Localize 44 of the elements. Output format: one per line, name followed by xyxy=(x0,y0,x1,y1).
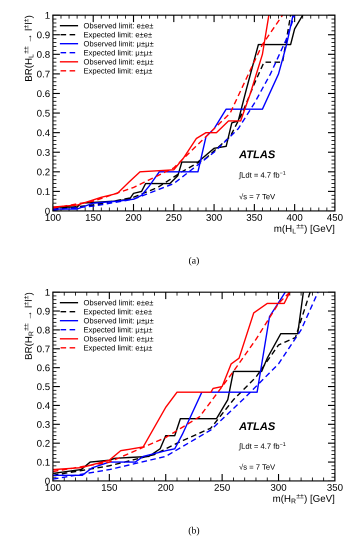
y-tick-label: 0.1 xyxy=(37,458,50,466)
x-tick-label: 150 xyxy=(86,214,101,221)
y-tick-label: 0.1 xyxy=(37,188,50,196)
y-tick-label: 0.6 xyxy=(37,90,50,98)
x-tick-label: 350 xyxy=(327,484,343,491)
text: (a) xyxy=(188,256,199,266)
y-tick-label: 0.8 xyxy=(37,326,50,334)
y-tick-label: 0.9 xyxy=(37,308,50,315)
annotation: ATLAS xyxy=(238,150,276,158)
x-tick-label: 100 xyxy=(46,484,61,491)
x-tick-label: 250 xyxy=(166,214,182,221)
y-tick-label: 0 xyxy=(45,478,50,485)
y-tick-label: 0.7 xyxy=(37,346,50,352)
x-tick-label: 200 xyxy=(126,214,142,221)
y-axis-title: BR(H$_{R}$$^{±±}$ → l$^{±}$l$^{±}$) xyxy=(24,292,34,360)
annotation: ATLAS xyxy=(238,422,276,430)
y-tick-label: 0.5 xyxy=(37,110,50,117)
y-tick-label: 0.3 xyxy=(37,148,50,156)
x-tick-label: 400 xyxy=(286,214,302,221)
x-tick-label: 200 xyxy=(158,484,174,491)
x-tick-label: 250 xyxy=(214,484,230,491)
y-tick-label: 0.3 xyxy=(37,421,50,428)
x-tick-label: 450 xyxy=(327,214,343,221)
x-axis-title: m(H$_{L}$$^{±±}$) [GeV] xyxy=(274,224,334,234)
y-tick-label: 0.4 xyxy=(37,402,50,410)
y-tick-label: 0.7 xyxy=(37,70,50,78)
y-axis-title: BR(H$_{L}$$^{±±}$ → l$^{±}$l$^{±}$) xyxy=(24,16,34,81)
y-tick-label: 0.4 xyxy=(37,129,50,136)
x-axis-title: m(H$_{R}$$^{±±}$) [GeV] xyxy=(273,494,334,504)
y-tick-label: 1 xyxy=(45,288,50,296)
text: (b) xyxy=(188,526,200,536)
y-tick-label: 0.2 xyxy=(37,440,50,447)
x-tick-label: 300 xyxy=(270,484,286,491)
y-tick-label: 0.6 xyxy=(37,364,50,372)
y-tick-label: 1 xyxy=(45,12,50,19)
x-tick-label: 300 xyxy=(206,214,222,221)
y-tick-label: 0.5 xyxy=(37,383,50,390)
y-tick-label: 0.9 xyxy=(37,31,50,38)
y-tick-label: 0.2 xyxy=(37,168,50,176)
y-tick-label: 0.8 xyxy=(37,51,50,58)
x-tick-label: 350 xyxy=(246,214,262,221)
y-tick-label: 0 xyxy=(45,208,50,215)
x-tick-label: 150 xyxy=(102,484,118,491)
x-tick-label: 100 xyxy=(46,214,61,221)
